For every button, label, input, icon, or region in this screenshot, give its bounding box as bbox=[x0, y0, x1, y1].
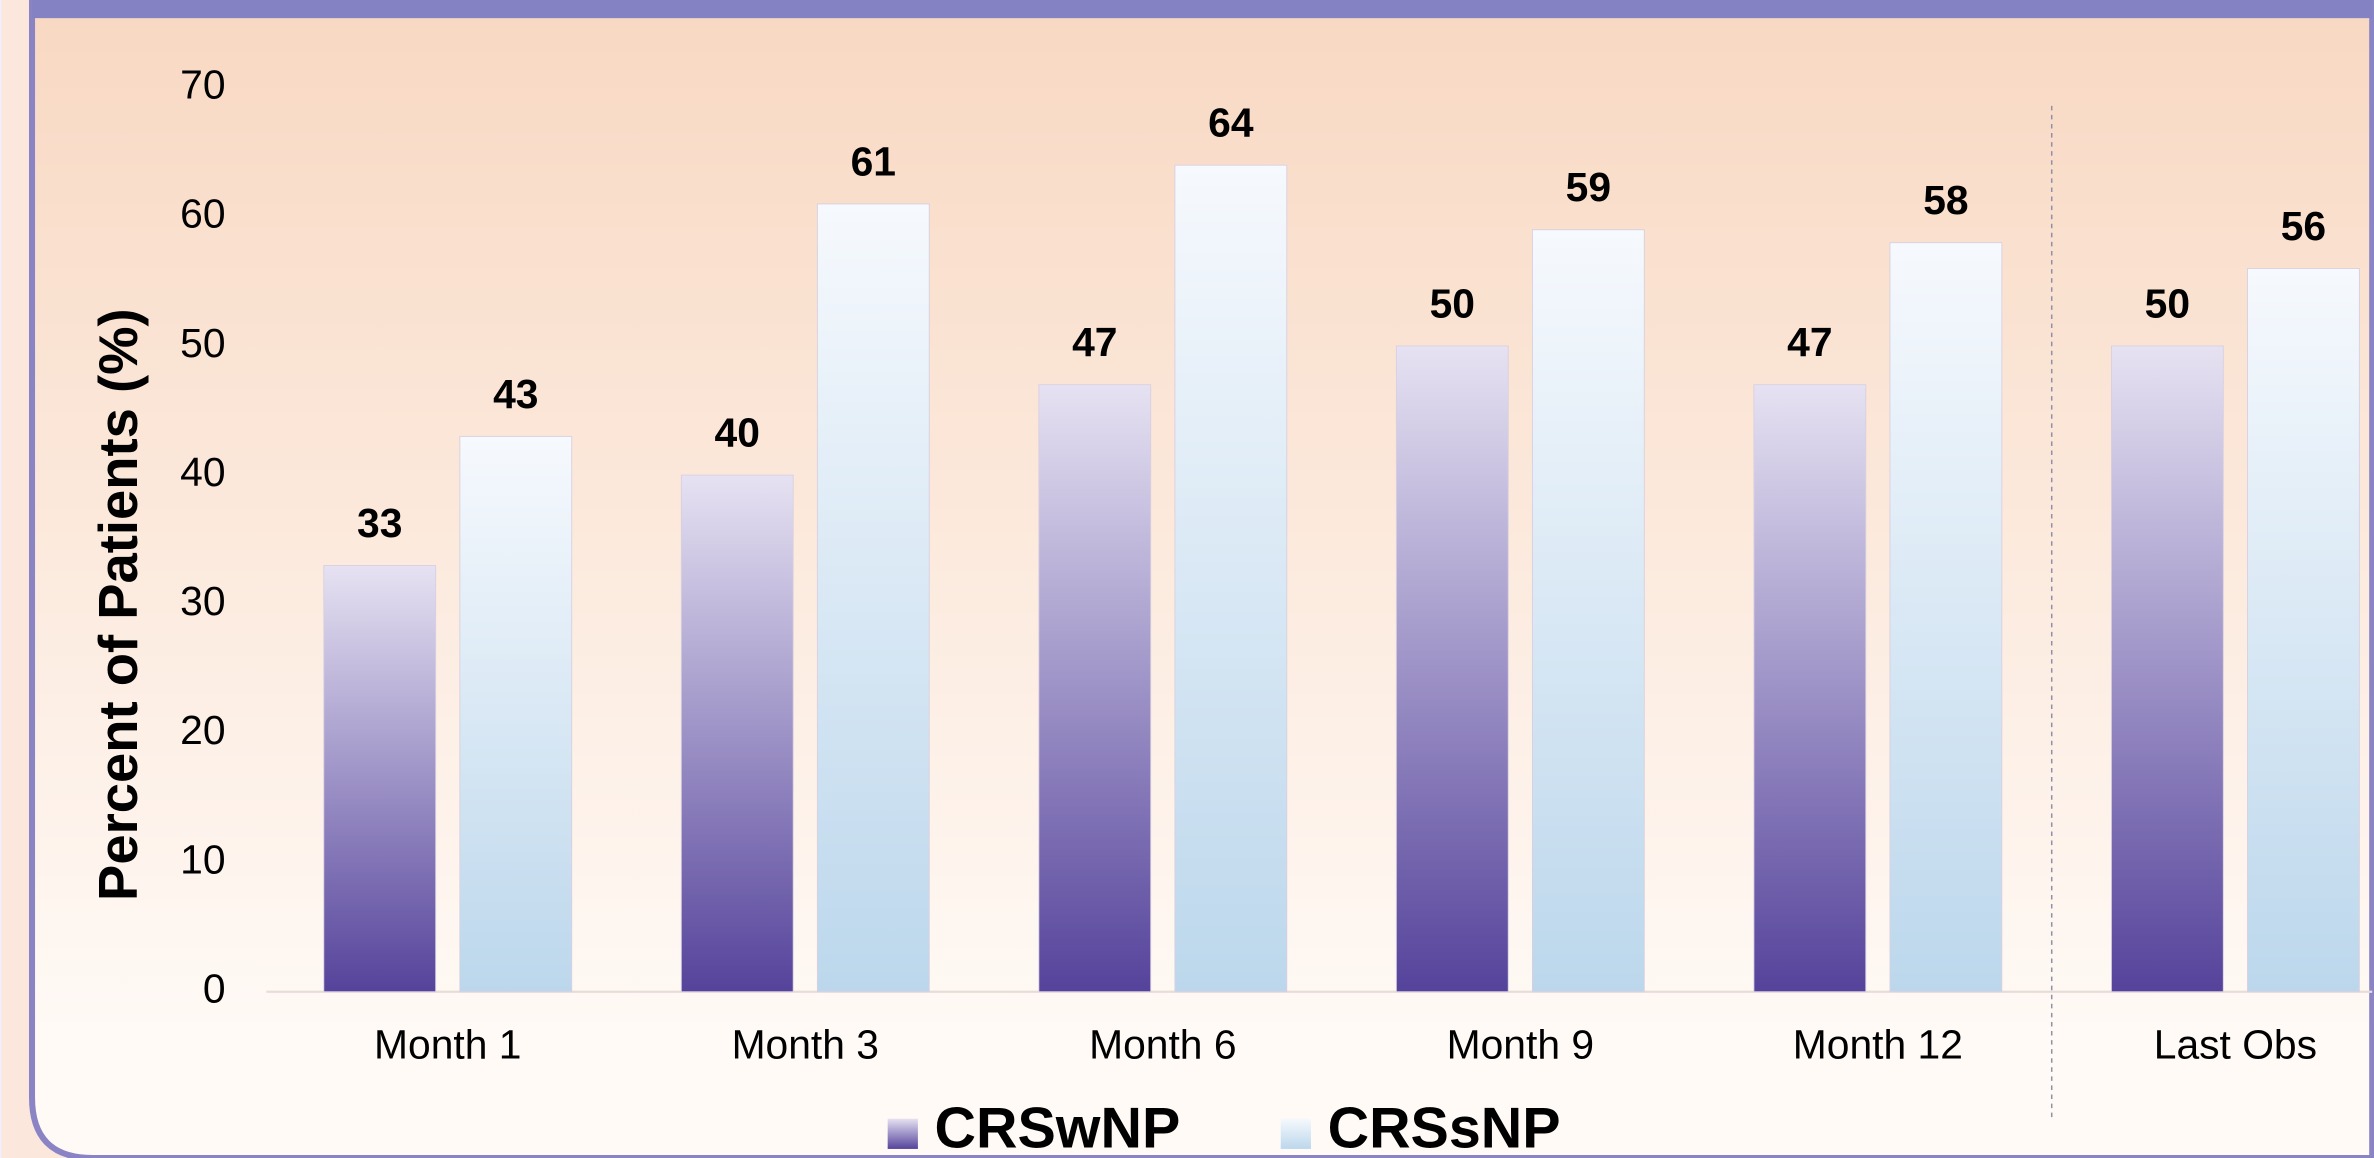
x-tick-label: Month 12 bbox=[1793, 1021, 1963, 1067]
bar bbox=[1395, 345, 1509, 993]
data-label: 56 bbox=[2281, 203, 2326, 249]
bar bbox=[1038, 384, 1152, 993]
bar bbox=[459, 435, 573, 993]
x-tick-label: Month 9 bbox=[1447, 1021, 1594, 1067]
bar bbox=[2247, 268, 2360, 993]
data-label: 50 bbox=[1430, 280, 1475, 326]
data-label: 59 bbox=[1566, 164, 1611, 210]
data-label: 47 bbox=[1787, 319, 1832, 365]
data-label: 50 bbox=[2145, 280, 2190, 326]
header-bar bbox=[32, 0, 2373, 19]
y-tick-label: 50 bbox=[180, 320, 225, 366]
data-label: 47 bbox=[1072, 319, 1117, 365]
x-tick-label: Month 6 bbox=[1089, 1021, 1236, 1067]
y-axis-label: Percent of Patients (%) bbox=[88, 308, 149, 901]
y-tick-label: 30 bbox=[180, 578, 225, 624]
legend-label: CRSwNP bbox=[935, 1096, 1181, 1158]
bar bbox=[2110, 345, 2224, 993]
data-label: 43 bbox=[493, 371, 538, 417]
x-tick-label: Last Obs bbox=[2154, 1021, 2317, 1067]
legend-swatch bbox=[1280, 1118, 1311, 1149]
data-label: 33 bbox=[357, 500, 402, 546]
bar bbox=[1889, 242, 2003, 993]
bar bbox=[1753, 384, 1867, 993]
bar bbox=[680, 474, 794, 993]
y-tick-label: 0 bbox=[203, 965, 226, 1011]
bar bbox=[816, 203, 930, 993]
bar bbox=[1174, 164, 1288, 993]
data-label: 61 bbox=[851, 138, 896, 184]
y-tick-label: 70 bbox=[180, 61, 225, 107]
data-label: 40 bbox=[715, 410, 760, 456]
data-label: 58 bbox=[1923, 177, 1968, 223]
bar bbox=[1531, 229, 1645, 993]
legend-swatch bbox=[887, 1118, 918, 1149]
x-tick-label: Month 3 bbox=[732, 1021, 879, 1067]
y-tick-label: 20 bbox=[180, 707, 225, 753]
y-tick-label: 40 bbox=[180, 449, 225, 495]
x-tick-label: Month 1 bbox=[374, 1021, 521, 1067]
bar bbox=[323, 565, 437, 993]
y-tick-label: 10 bbox=[180, 836, 225, 882]
data-label: 64 bbox=[1208, 100, 1254, 146]
y-tick-label: 60 bbox=[180, 191, 225, 237]
legend-label: CRSsNP bbox=[1328, 1096, 1561, 1158]
